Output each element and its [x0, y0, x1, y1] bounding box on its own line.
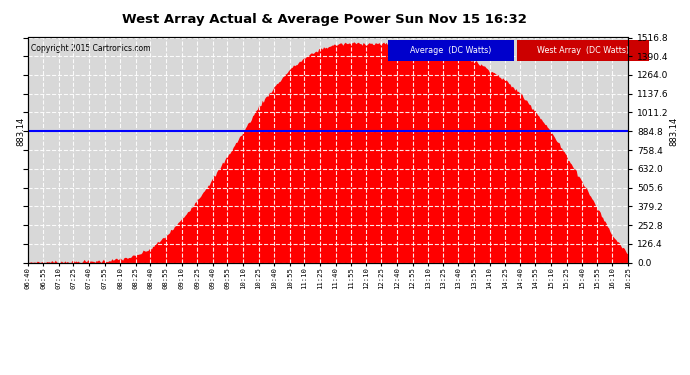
Text: Average  (DC Watts): Average (DC Watts) [410, 46, 491, 55]
Text: Copyright 2015 Cartronics.com: Copyright 2015 Cartronics.com [30, 44, 150, 53]
Text: West Array  (DC Watts): West Array (DC Watts) [537, 46, 629, 55]
Text: West Array Actual & Average Power Sun Nov 15 16:32: West Array Actual & Average Power Sun No… [122, 13, 526, 26]
FancyBboxPatch shape [517, 40, 649, 61]
FancyBboxPatch shape [388, 40, 514, 61]
Text: 883.14: 883.14 [16, 117, 25, 146]
Text: 883.14: 883.14 [669, 117, 679, 146]
